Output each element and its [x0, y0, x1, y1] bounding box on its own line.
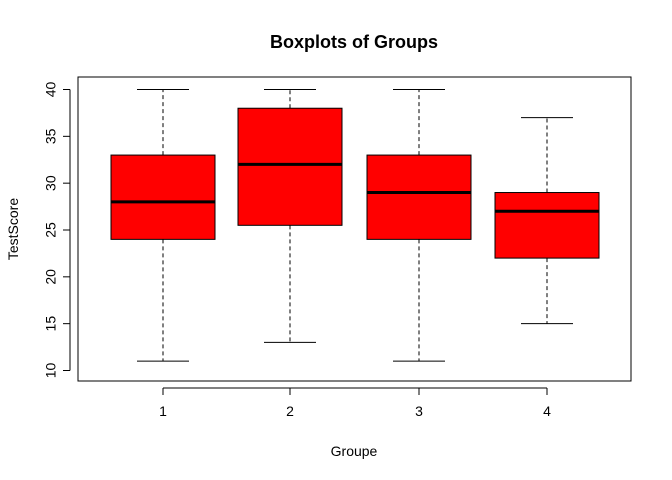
- y-tick-label: 10: [43, 363, 59, 379]
- y-tick-label: 15: [43, 316, 59, 332]
- y-tick-label: 40: [43, 82, 59, 98]
- y-tick-label: 25: [43, 222, 59, 238]
- x-axis-label: Groupe: [331, 443, 378, 459]
- iqr-box: [110, 154, 216, 240]
- box-series: [110, 89, 600, 362]
- y-axis-label: TestScore: [5, 198, 21, 260]
- plot-frame: [77, 76, 632, 382]
- y-axis: 10 15 20 25 30 35 40: [43, 82, 71, 379]
- box-group-4: [494, 117, 600, 325]
- y-tick-label: 20: [43, 269, 59, 285]
- x-tick-label: 3: [415, 403, 423, 419]
- chart-title: Boxplots of Groups: [270, 32, 438, 52]
- box-group-3: [366, 89, 472, 362]
- iqr-box: [366, 154, 472, 240]
- box-group-1: [110, 89, 216, 362]
- y-tick-label: 30: [43, 175, 59, 191]
- x-tick-label: 1: [159, 403, 167, 419]
- y-tick-label: 35: [43, 128, 59, 144]
- box-group-2: [237, 89, 343, 343]
- x-tick-label: 4: [543, 403, 551, 419]
- iqr-box: [494, 192, 600, 259]
- x-axis: 1 2 3 4: [159, 387, 551, 419]
- iqr-box: [237, 107, 343, 226]
- x-tick-label: 2: [286, 403, 294, 419]
